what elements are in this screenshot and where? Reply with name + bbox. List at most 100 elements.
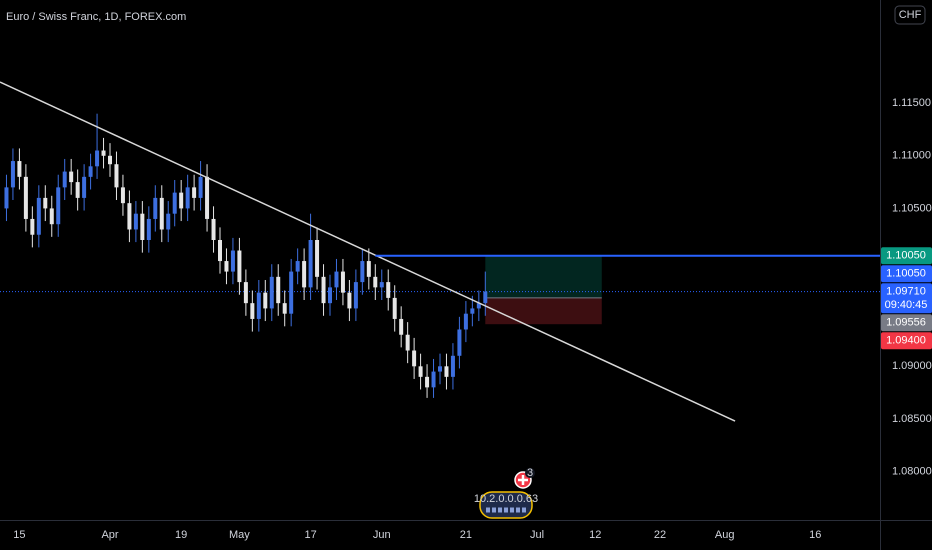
candle-body: [463, 313, 468, 330]
x-tick-label: May: [229, 529, 250, 541]
price-tag-label: 1.10050: [886, 250, 926, 262]
candle-body: [140, 213, 145, 240]
candle-body: [62, 171, 67, 188]
candle-body: [250, 303, 255, 319]
candle-body: [379, 282, 384, 288]
x-tick-label: 17: [304, 529, 316, 541]
candle-body: [243, 282, 248, 304]
profit-zone: [485, 255, 602, 298]
candle-body: [418, 366, 423, 377]
y-tick-label: 1.08000: [892, 465, 932, 477]
candle-body: [269, 276, 274, 309]
candle-body: [295, 261, 300, 272]
y-tick-label: 1.09000: [892, 360, 932, 372]
candle-body: [30, 218, 35, 235]
candle-body: [289, 271, 294, 314]
candle-body: [82, 176, 87, 198]
candle-body: [69, 171, 74, 183]
candle-body: [321, 276, 326, 304]
candle-body: [43, 197, 48, 209]
x-tick-label: 19: [175, 529, 187, 541]
y-tick-label: 1.08500: [892, 413, 932, 425]
loss-zone: [485, 297, 602, 325]
price-tag-countdown: 09:40:45: [885, 299, 928, 311]
candle-body: [218, 240, 222, 262]
candle-body: [230, 250, 235, 272]
price-tag: [881, 332, 932, 350]
candle-body: [166, 213, 171, 230]
x-tick-label: Apr: [101, 529, 118, 541]
event-count: 3: [527, 467, 533, 479]
candle-body: [114, 164, 119, 188]
candle-body: [282, 303, 287, 314]
candle-body: [340, 271, 345, 293]
candle-body: [56, 187, 61, 225]
candle-body: [425, 376, 430, 388]
candle-body: [470, 308, 475, 314]
candle-body: [412, 350, 417, 367]
price-tag-label: 1.09400: [886, 335, 926, 347]
y-tick-label: 1.11000: [892, 150, 931, 162]
candle-body: [224, 261, 229, 272]
candle-body: [399, 318, 404, 335]
x-tick-label: Aug: [715, 529, 735, 541]
candle-body: [120, 187, 125, 204]
candle-body: [476, 303, 481, 309]
candle-body: [211, 218, 216, 240]
price-tag: [881, 265, 932, 283]
candle-body: [347, 292, 352, 309]
candle-body: [386, 282, 391, 298]
chart-title: Euro / Swiss Franc, 1D, FOREX.com: [6, 11, 186, 23]
price-tag-label: 1.10050: [886, 268, 926, 280]
candle-body: [198, 176, 203, 198]
candle-body: [353, 282, 358, 309]
candle-body: [108, 155, 112, 165]
candle-body: [133, 213, 138, 230]
candle-body: [405, 334, 410, 351]
candle-body: [308, 240, 313, 288]
candle-body: [101, 150, 106, 156]
candle-body: [263, 292, 268, 309]
candle-body: [159, 197, 164, 230]
candle-body: [88, 166, 93, 177]
price-tag: [881, 247, 932, 265]
price-tag: [881, 283, 932, 314]
candle-body: [146, 218, 151, 240]
candle-body: [17, 161, 22, 177]
candle-body: [49, 208, 54, 225]
candle-body: [185, 187, 190, 209]
candle-body: [4, 187, 9, 209]
candle-body: [95, 150, 100, 167]
x-tick-label: 16: [809, 529, 821, 541]
price-tag-label: 1.09710: [886, 286, 926, 298]
candle-body: [256, 292, 261, 319]
candle-body: [153, 197, 158, 219]
candle-body: [315, 240, 320, 277]
candle-body: [392, 297, 397, 319]
event-count-bg: [525, 468, 535, 478]
candle-body: [10, 161, 15, 188]
candle-body: [444, 366, 449, 377]
candle-body: [179, 192, 184, 209]
candle-body: [483, 291, 488, 304]
x-tick-label: Jun: [373, 529, 391, 541]
price-tag: [881, 314, 932, 332]
candle-body: [334, 271, 339, 288]
x-tick-label: Jul: [530, 529, 544, 541]
event-label: 10.2.0.0.0.63: [474, 493, 538, 505]
candle-body: [192, 187, 197, 198]
candle-body: [366, 261, 371, 277]
candle-body: [75, 182, 80, 198]
candle-body: [373, 276, 378, 288]
candle-body: [36, 197, 41, 235]
candle-body: [450, 355, 455, 377]
x-tick-label: 12: [589, 529, 601, 541]
currency-button[interactable]: [894, 5, 926, 25]
candle-body: [127, 203, 132, 230]
trend-line: [0, 81, 736, 422]
candle-body: [431, 371, 436, 388]
candle-body: [23, 176, 28, 219]
candle-body: [457, 329, 462, 356]
